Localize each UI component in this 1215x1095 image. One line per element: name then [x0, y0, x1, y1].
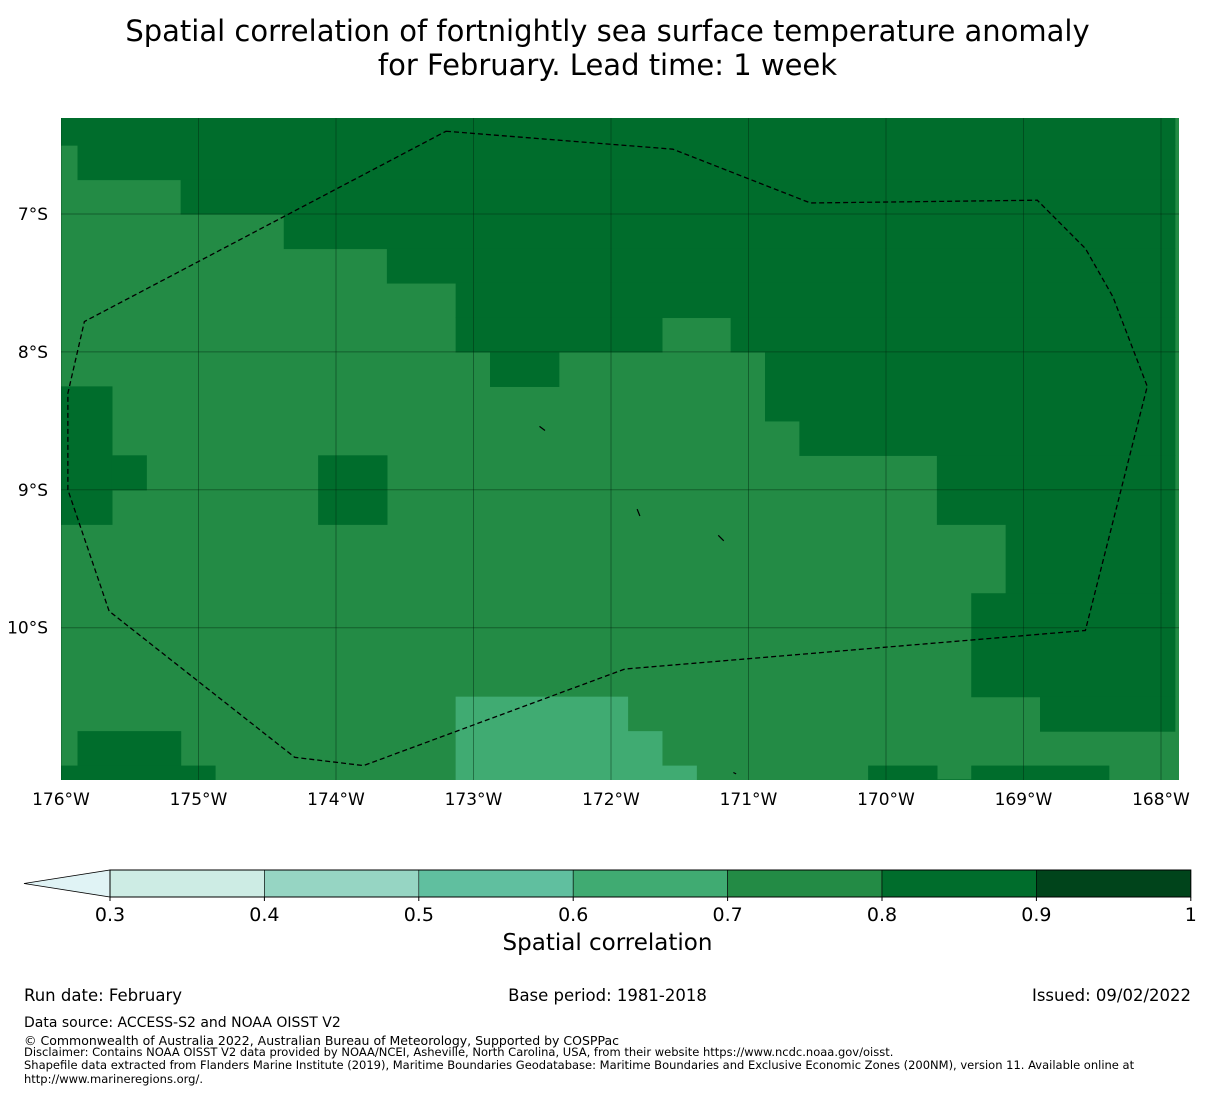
copyright-notice: © Commonwealth of Australia 2022, Austra… [24, 1033, 619, 1048]
heatmap-cell [765, 351, 1176, 422]
x-tick-label: 176°W [32, 790, 90, 810]
colorbar-tick-label: 0.9 [1021, 904, 1051, 926]
heatmap-cell [1040, 696, 1176, 732]
island-outline [636, 508, 641, 517]
heatmap-cell [455, 282, 1176, 319]
colorbar-tick-label: 0.6 [558, 904, 588, 926]
colorbar-tick-label: 0.7 [712, 904, 742, 926]
heatmap-cell [799, 420, 1176, 456]
chart-title-line2: for February. Lead time: 1 week [377, 48, 838, 82]
colorbar-tick-label: 0.8 [867, 904, 897, 926]
heatmap-cell [971, 765, 1110, 780]
colorbar-segment [418, 869, 574, 898]
heatmap-cell [61, 118, 1176, 146]
shapefile-credit-url: http://www.marineregions.org/. [24, 1072, 203, 1086]
x-tick-label: 174°W [307, 790, 365, 810]
colorbar-segment [572, 869, 728, 898]
colorbar-segment [264, 869, 420, 898]
heatmap-cell [61, 386, 113, 525]
chart-title-line1: Spatial correlation of fortnightly sea s… [125, 14, 1090, 48]
data-source: Data source: ACCESS-S2 and NOAA OISST V2 [24, 1015, 341, 1031]
heatmap-cell [111, 455, 147, 491]
x-tick-label: 172°W [582, 790, 640, 810]
heatmap-cell [318, 455, 388, 525]
heatmap-cell [455, 317, 663, 353]
colorbar-segment [727, 869, 883, 898]
heatmap-cell [971, 593, 1176, 698]
heatmap-cell [283, 214, 1176, 250]
island-outline [733, 771, 737, 775]
x-tick-label: 171°W [720, 790, 778, 810]
y-tick-label: 8°S [18, 343, 48, 363]
x-tick-label: 173°W [445, 790, 503, 810]
y-tick-label: 10°S [7, 619, 48, 639]
colorbar-tick-label: 0.3 [95, 904, 125, 926]
chart-title: Spatial correlation of fortnightly sea s… [0, 14, 1215, 82]
colorbar-segment [109, 869, 265, 898]
island-outline [539, 425, 546, 431]
colorbar-tick-label: 0.5 [404, 904, 434, 926]
colorbar-label: Spatial correlation [502, 930, 713, 956]
shapefile-credit: Shapefile data extracted from Flanders M… [24, 1058, 1135, 1072]
colorbar-extend-min [23, 869, 111, 898]
heatmap-cell [661, 765, 697, 780]
heatmap-cell [936, 779, 972, 780]
heatmap-cell [490, 351, 560, 387]
issued-date: Issued: 09/02/2022 [1031, 986, 1191, 1005]
island-outline [717, 534, 725, 542]
heatmap-cell [77, 145, 1176, 181]
run-date: Run date: February [24, 986, 183, 1005]
x-tick-label: 168°W [1132, 790, 1190, 810]
colorbar-segment [1036, 869, 1192, 898]
heatmap-cell [455, 696, 629, 780]
x-tick-label: 169°W [995, 790, 1053, 810]
heatmap-cell [386, 248, 1176, 284]
heatmap-cell [868, 765, 938, 780]
colorbar-segment [881, 869, 1037, 898]
heatmap-cell [936, 455, 1176, 525]
heatmap-cell [730, 317, 1176, 353]
heatmap-cell [627, 731, 663, 780]
base-period: Base period: 1981-2018 [508, 986, 707, 1005]
correlation-map: 176°W 175°W 174°W 173°W 172°W 171°W 170°W 169°W… [7, 118, 1190, 810]
x-tick-label: 175°W [170, 790, 228, 810]
disclaimer: Disclaimer: Contains NOAA OISST V2 data … [24, 1045, 894, 1059]
y-tick-label: 7°S [18, 205, 48, 225]
x-tick-label: 170°W [857, 790, 915, 810]
colorbar-tick-label: 1 [1185, 904, 1197, 926]
eez-boundary [67, 130, 1148, 767]
colorbar-tick-label: 0.4 [249, 904, 279, 926]
heatmap-cell [61, 765, 216, 780]
heatmap-cell [77, 731, 182, 767]
heatmap-cell [1005, 524, 1176, 594]
heatmap-cell [180, 179, 1176, 215]
y-tick-label: 9°S [18, 481, 48, 501]
